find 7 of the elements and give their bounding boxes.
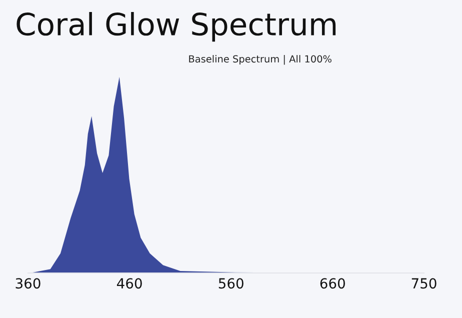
- chart-subtitle: Baseline Spectrum | All 100%: [189, 55, 332, 65]
- x-tick-label: 460: [116, 278, 142, 289]
- x-tick-label: 660: [320, 278, 345, 289]
- x-tick-label: 750: [412, 278, 436, 289]
- x-tick-label: 360: [16, 278, 40, 289]
- chart-title: Coral Glow Spectrum: [16, 12, 336, 42]
- x-tick-label: 560: [218, 278, 244, 289]
